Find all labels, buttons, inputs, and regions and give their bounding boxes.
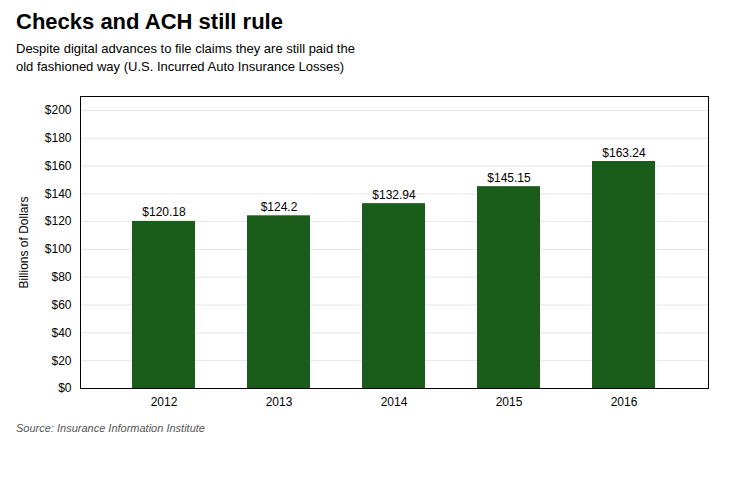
svg-text:2016: 2016 (611, 395, 638, 409)
svg-text:Billions of Dollars: Billions of Dollars (17, 196, 31, 288)
svg-text:$140: $140 (45, 187, 72, 201)
svg-text:$160: $160 (45, 159, 72, 173)
html-text:Despite digital advances to fi: Despite digital advances to file claims … (16, 41, 355, 56)
html-text:Source: Insurance Information: Source: Insurance Information Institute (16, 422, 205, 434)
svg-text:$124.2: $124.2 (261, 200, 298, 214)
html-text:Checks and ACH still rule: Checks and ACH still rule (16, 9, 283, 34)
svg-text:$120.18: $120.18 (142, 205, 186, 219)
svg-text:$80: $80 (51, 270, 71, 284)
svg-text:2012: 2012 (151, 395, 178, 409)
svg-text:$0: $0 (58, 381, 72, 395)
svg-text:$200: $200 (45, 103, 72, 117)
svg-text:2015: 2015 (496, 395, 523, 409)
svg-text:$20: $20 (51, 354, 71, 368)
svg-text:2014: 2014 (381, 395, 408, 409)
svg-text:$180: $180 (45, 131, 72, 145)
svg-text:$100: $100 (45, 242, 72, 256)
svg-text:$163.24: $163.24 (602, 146, 646, 160)
svg-text:$40: $40 (51, 326, 71, 340)
svg-text:$132.94: $132.94 (372, 188, 416, 202)
svg-text:$145.15: $145.15 (487, 171, 531, 185)
html-text:old fashioned way (U.S. Incurr: old fashioned way (U.S. Incurred Auto In… (16, 59, 345, 74)
svg-text:2013: 2013 (266, 395, 293, 409)
svg-text:$60: $60 (51, 298, 71, 312)
svg-text:$120: $120 (45, 214, 72, 228)
